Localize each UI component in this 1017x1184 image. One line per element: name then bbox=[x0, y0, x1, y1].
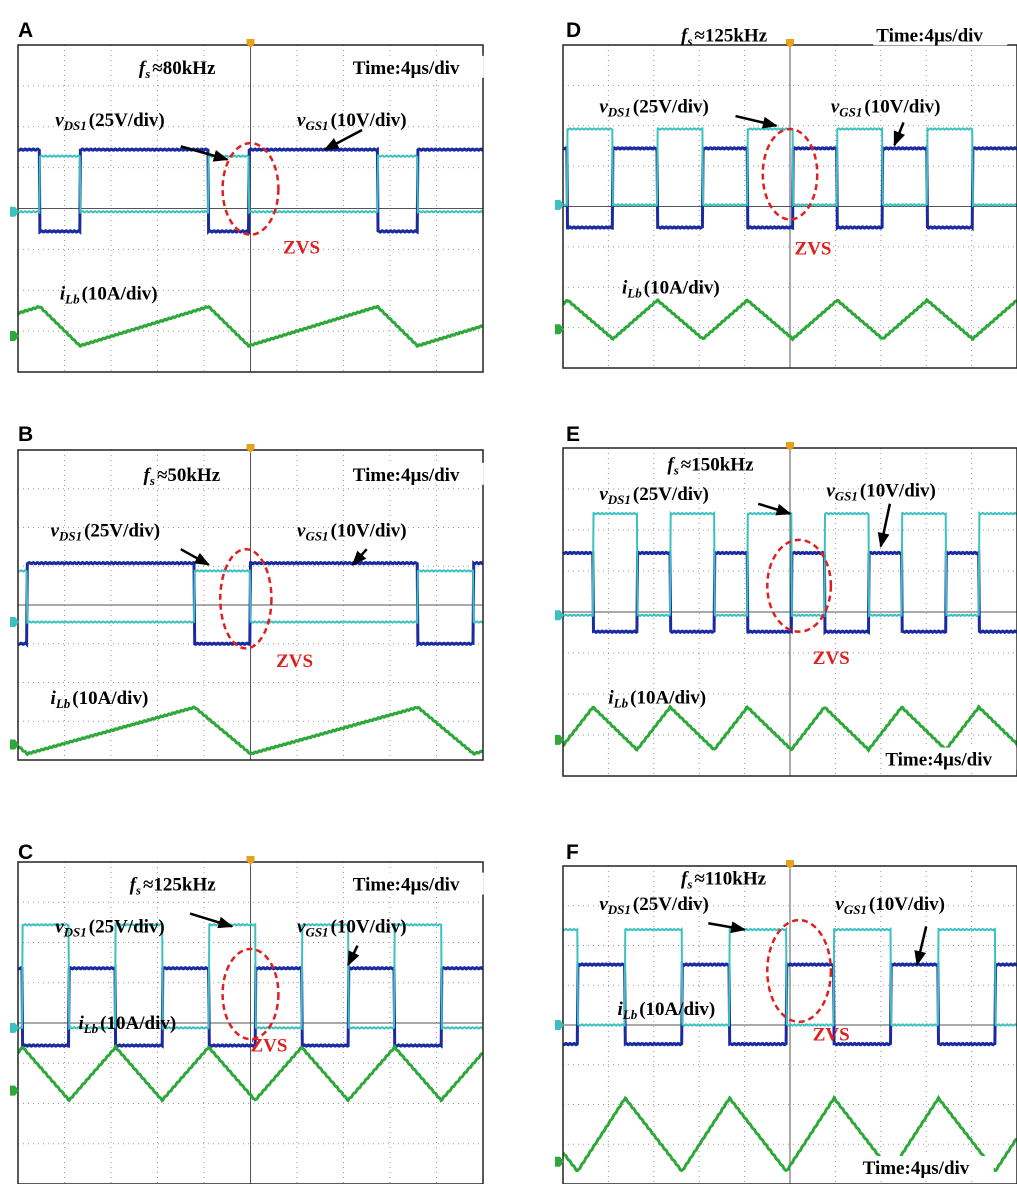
label-text: (10A/div) bbox=[630, 687, 706, 708]
scope-screen bbox=[18, 450, 483, 760]
zvs-label: ZVS bbox=[813, 1025, 850, 1046]
subscript: s bbox=[149, 473, 155, 488]
panel-label: F bbox=[566, 841, 579, 864]
label-text: (10V/div) bbox=[864, 96, 940, 117]
time-scale: Time:4µs/div bbox=[876, 25, 983, 46]
panel-label: D bbox=[566, 19, 581, 42]
signal-label: fs≈125kHz bbox=[130, 875, 217, 898]
panel-label: C bbox=[18, 841, 33, 864]
label-text: (10A/div) bbox=[644, 277, 720, 298]
label-text: ≈50kHz bbox=[157, 465, 221, 486]
time-scale: Time:4µs/div bbox=[353, 58, 460, 79]
label-text: ≈110kHz bbox=[694, 869, 766, 890]
subscript: DS1 bbox=[63, 118, 87, 133]
subscript: GS1 bbox=[305, 118, 328, 133]
subscript: Lb bbox=[55, 696, 71, 711]
zvs-label: ZVS bbox=[795, 238, 832, 259]
scope-screen bbox=[563, 45, 1017, 368]
label-text: ≈125kHz bbox=[694, 25, 767, 46]
subscript: GS1 bbox=[835, 489, 858, 504]
subscript: DS1 bbox=[63, 924, 87, 939]
subscript: DS1 bbox=[607, 104, 631, 119]
subscript: s bbox=[673, 462, 679, 477]
label-text: (25V/div) bbox=[633, 484, 709, 505]
time-scale: Time:4µs/div bbox=[885, 750, 992, 771]
label-text: (10V/div) bbox=[331, 110, 407, 131]
panel-label: A bbox=[18, 19, 33, 42]
zvs-label: ZVS bbox=[813, 648, 850, 669]
panel: Ffs≈110kHzTime:4µs/divvDS1(25V/div)vGS1(… bbox=[555, 841, 1017, 1184]
panel: Dfs≈125kHzTime:4µs/divvDS1(25V/div)vGS1(… bbox=[555, 19, 1017, 368]
label-text: ≈80kHz bbox=[152, 58, 216, 79]
subscript: s bbox=[686, 33, 692, 48]
time-scale: Time:4µs/div bbox=[353, 465, 460, 486]
subscript: s bbox=[686, 877, 692, 892]
label-text: (10V/div) bbox=[860, 481, 936, 502]
panel-label: B bbox=[18, 423, 33, 446]
panel: Afs≈80kHzTime:4µs/divvDS1(25V/div)vGS1(1… bbox=[10, 19, 484, 372]
subscript: Lb bbox=[622, 1007, 638, 1022]
scope-screen bbox=[18, 45, 483, 372]
label-text: (25V/div) bbox=[89, 110, 165, 131]
subscript: GS1 bbox=[844, 902, 867, 917]
panel-label: E bbox=[566, 423, 580, 446]
time-scale: Time:4µs/div bbox=[863, 1158, 970, 1179]
label-text: (10A/div) bbox=[639, 999, 715, 1020]
zvs-label: ZVS bbox=[283, 238, 320, 259]
subscript: GS1 bbox=[305, 924, 328, 939]
label-text: (25V/div) bbox=[84, 521, 160, 542]
scope-screen bbox=[563, 448, 1017, 776]
subscript: DS1 bbox=[58, 529, 82, 544]
label-text: (10V/div) bbox=[331, 521, 407, 542]
zvs-label: ZVS bbox=[276, 651, 313, 672]
label-text: (10A/div) bbox=[82, 284, 158, 305]
label-text: (25V/div) bbox=[89, 916, 165, 937]
subscript: GS1 bbox=[839, 104, 862, 119]
subscript: GS1 bbox=[305, 529, 328, 544]
subscript: Lb bbox=[64, 292, 80, 307]
signal-label: fs≈110kHz bbox=[681, 869, 767, 892]
subscript: DS1 bbox=[607, 902, 631, 917]
signal-label: fs≈150kHz bbox=[667, 454, 754, 477]
panel: Cfs≈125kHzTime:4µs/divvDS1(25V/div)vGS1(… bbox=[10, 841, 484, 1184]
panel: Efs≈150kHzTime:4µs/divvDS1(25V/div)vGS1(… bbox=[555, 423, 1017, 776]
subscript: Lb bbox=[626, 285, 642, 300]
subscript: Lb bbox=[83, 1021, 99, 1036]
label-text: (10A/div) bbox=[72, 688, 148, 709]
label-text: ≈150kHz bbox=[681, 454, 754, 475]
label-text: (10V/div) bbox=[869, 894, 945, 915]
subscript: DS1 bbox=[607, 492, 631, 507]
scope-screen bbox=[563, 866, 1017, 1184]
label-text: ≈125kHz bbox=[143, 875, 216, 896]
label-text: (25V/div) bbox=[633, 894, 709, 915]
subscript: s bbox=[144, 66, 150, 81]
figure: Afs≈80kHzTime:4µs/divvDS1(25V/div)vGS1(1… bbox=[0, 0, 1017, 1184]
label-text: (25V/div) bbox=[633, 96, 709, 117]
label-text: (10A/div) bbox=[100, 1013, 176, 1034]
signal-label: fs≈125kHz bbox=[681, 25, 768, 48]
subscript: Lb bbox=[613, 695, 629, 710]
zvs-label: ZVS bbox=[251, 1036, 288, 1057]
label-text: (10V/div) bbox=[331, 916, 407, 937]
subscript: s bbox=[135, 883, 141, 898]
time-scale: Time:4µs/div bbox=[353, 875, 460, 896]
